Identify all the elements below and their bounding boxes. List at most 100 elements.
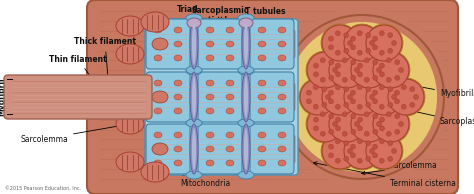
- Ellipse shape: [154, 55, 162, 61]
- Text: Myofibril: Myofibril: [0, 78, 7, 116]
- Ellipse shape: [258, 160, 266, 166]
- Circle shape: [366, 48, 371, 53]
- Circle shape: [351, 114, 356, 119]
- Ellipse shape: [226, 132, 234, 138]
- Ellipse shape: [174, 146, 182, 152]
- Ellipse shape: [152, 91, 168, 103]
- Text: Thin filament: Thin filament: [49, 55, 107, 87]
- Ellipse shape: [226, 80, 234, 86]
- Circle shape: [366, 25, 402, 61]
- Circle shape: [386, 77, 391, 82]
- Circle shape: [328, 99, 334, 104]
- Ellipse shape: [278, 80, 286, 86]
- Ellipse shape: [242, 124, 250, 174]
- Circle shape: [357, 158, 362, 163]
- Text: Myofibrils: Myofibrils: [409, 84, 474, 99]
- Circle shape: [357, 72, 363, 77]
- Circle shape: [372, 51, 410, 89]
- Circle shape: [328, 144, 334, 149]
- Circle shape: [321, 78, 359, 116]
- Circle shape: [320, 131, 325, 136]
- Ellipse shape: [278, 108, 286, 114]
- Circle shape: [343, 78, 381, 116]
- Ellipse shape: [192, 23, 196, 65]
- Circle shape: [387, 78, 425, 116]
- Circle shape: [350, 153, 356, 158]
- Circle shape: [379, 50, 384, 55]
- Ellipse shape: [226, 41, 234, 47]
- Circle shape: [344, 102, 349, 107]
- Circle shape: [401, 104, 406, 109]
- Circle shape: [350, 99, 356, 104]
- Ellipse shape: [242, 72, 250, 122]
- Circle shape: [392, 41, 396, 46]
- Circle shape: [326, 94, 330, 100]
- Ellipse shape: [238, 119, 254, 127]
- Ellipse shape: [226, 55, 234, 61]
- Circle shape: [373, 144, 377, 149]
- Circle shape: [379, 104, 384, 109]
- Circle shape: [342, 77, 347, 82]
- FancyBboxPatch shape: [250, 72, 294, 122]
- Circle shape: [373, 129, 378, 134]
- Circle shape: [388, 156, 393, 161]
- Circle shape: [399, 121, 403, 126]
- Circle shape: [373, 99, 377, 104]
- Circle shape: [320, 77, 325, 82]
- Circle shape: [322, 79, 358, 115]
- Ellipse shape: [186, 14, 202, 22]
- Circle shape: [380, 117, 384, 122]
- Text: T tubules: T tubules: [245, 8, 285, 24]
- Circle shape: [410, 102, 415, 107]
- Circle shape: [307, 106, 343, 142]
- Circle shape: [313, 104, 318, 109]
- Ellipse shape: [242, 19, 250, 69]
- Ellipse shape: [238, 66, 254, 74]
- Circle shape: [366, 33, 371, 38]
- Circle shape: [379, 139, 384, 144]
- Ellipse shape: [174, 94, 182, 100]
- Ellipse shape: [238, 14, 254, 22]
- Circle shape: [366, 102, 371, 107]
- Circle shape: [328, 51, 366, 89]
- Ellipse shape: [226, 146, 234, 152]
- Circle shape: [395, 114, 400, 119]
- Circle shape: [365, 131, 369, 136]
- Circle shape: [366, 87, 371, 92]
- Circle shape: [372, 105, 410, 143]
- Circle shape: [344, 133, 380, 169]
- Circle shape: [336, 63, 340, 68]
- FancyBboxPatch shape: [198, 19, 242, 69]
- Circle shape: [320, 112, 325, 117]
- Circle shape: [379, 158, 384, 163]
- Circle shape: [344, 25, 380, 61]
- Ellipse shape: [206, 146, 214, 152]
- Circle shape: [306, 51, 344, 89]
- Ellipse shape: [226, 94, 234, 100]
- Circle shape: [388, 141, 393, 146]
- Circle shape: [365, 132, 403, 170]
- Circle shape: [322, 133, 358, 169]
- Text: ©2015 Pearson Education, Inc.: ©2015 Pearson Education, Inc.: [5, 186, 81, 191]
- Circle shape: [365, 112, 369, 117]
- Ellipse shape: [154, 41, 162, 47]
- Ellipse shape: [174, 27, 182, 33]
- Text: Triad: Triad: [177, 5, 199, 21]
- Circle shape: [328, 36, 334, 41]
- Circle shape: [373, 60, 378, 65]
- FancyBboxPatch shape: [87, 0, 458, 194]
- Ellipse shape: [239, 18, 253, 28]
- Circle shape: [373, 45, 377, 50]
- FancyBboxPatch shape: [4, 75, 152, 119]
- Text: Mitochondria: Mitochondria: [158, 165, 230, 189]
- Ellipse shape: [192, 128, 196, 170]
- Circle shape: [388, 87, 393, 92]
- Circle shape: [388, 33, 393, 38]
- Circle shape: [336, 126, 340, 131]
- Circle shape: [313, 85, 318, 90]
- Circle shape: [321, 24, 359, 62]
- Ellipse shape: [174, 132, 182, 138]
- Circle shape: [395, 75, 400, 80]
- Circle shape: [328, 105, 366, 143]
- Circle shape: [379, 85, 384, 90]
